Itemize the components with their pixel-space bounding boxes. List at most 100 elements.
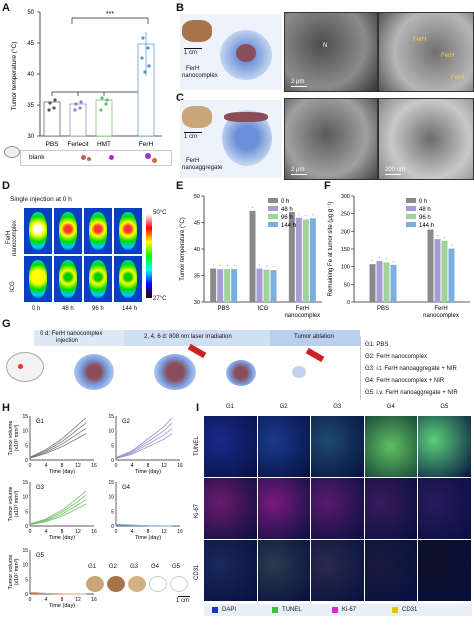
- ytick-label: 100: [341, 265, 350, 271]
- bar: [448, 248, 455, 302]
- tumor-photo: [128, 576, 146, 592]
- ytick-label: 0: [25, 592, 28, 598]
- panel-a-ylabel: Tumor temperature (°C): [10, 42, 18, 111]
- y-axis-label: Tumor volume: [8, 555, 14, 590]
- legend-swatch: [272, 607, 278, 613]
- ytick-label: 150: [341, 247, 350, 253]
- xtick-label: 0: [29, 463, 32, 469]
- panel-letter-h: H: [2, 402, 10, 414]
- stain-image: [418, 416, 471, 477]
- panel-letter-i: I: [196, 402, 200, 414]
- xtick-label: 0: [115, 463, 118, 469]
- tumor-growth-line: [29, 499, 87, 525]
- ytick-label: 10: [22, 429, 28, 435]
- panel-g-group-box: G1: PBS G2: FerH nanocomplex G3: i.t. Fe…: [360, 336, 473, 400]
- panel-g-step1b: injection: [56, 338, 79, 344]
- xtick-label: 12: [161, 463, 167, 469]
- x-category-label: PBS: [218, 306, 230, 312]
- panel-i-row: CD31: [194, 564, 200, 580]
- xtick-label: 8: [147, 529, 150, 535]
- bar: [441, 240, 448, 302]
- x-axis-label: Time (day): [49, 603, 75, 609]
- panel-a-signif: ***: [106, 11, 114, 18]
- tumor-growth-line: [29, 494, 87, 525]
- group-label: G1: [36, 419, 45, 425]
- bar: [434, 239, 441, 302]
- panel-b-em-label-ferh1: FerH: [413, 37, 427, 43]
- panel-b-em-label-ferh2: FerH: [441, 53, 455, 59]
- stain-image: [311, 540, 364, 601]
- xtick-label: 16: [91, 529, 97, 535]
- panel-c-label2: nanoaggregate: [182, 165, 223, 171]
- x-axis-label: Time (day): [135, 535, 161, 541]
- bar: [383, 262, 390, 302]
- legend-label: 96 h: [419, 215, 431, 221]
- panel-h-scale: 1 cm: [176, 598, 190, 604]
- ytick-label: 10: [108, 429, 114, 435]
- panel-g-group2: G2: FerH nanocomplex: [365, 354, 428, 360]
- panel-b-scale: 1 cm: [184, 50, 198, 56]
- panel-g-step2: 2, 4, 6 d: 808 nm laser irradiation: [144, 334, 232, 340]
- tumor-photo-label: G2: [109, 564, 118, 570]
- x-category-label: FerH: [296, 306, 309, 312]
- panel-a-ytick: 45: [27, 41, 34, 47]
- bar: [295, 217, 302, 302]
- tumor-growth-line: [29, 490, 87, 525]
- tumor-photo: [149, 576, 167, 592]
- xtick-label: 12: [161, 529, 167, 535]
- thermal-image: [84, 208, 112, 254]
- legend-label: CD31: [402, 607, 418, 613]
- panel-c-em-scale2: 200 nm: [385, 167, 406, 173]
- panel-g-step1a: 0 d: FerH nanocomplex: [40, 331, 103, 337]
- bar: [224, 269, 231, 302]
- ytick-label: 5: [111, 509, 114, 515]
- group-label: G4: [122, 485, 131, 491]
- bar: [217, 269, 224, 302]
- legend-swatch: [406, 222, 416, 227]
- xtick-label: 16: [177, 529, 183, 535]
- bar: [369, 264, 376, 302]
- legend-swatch: [406, 206, 416, 211]
- panel-d-cmin: 27°C: [153, 296, 167, 302]
- panel-d-thermal: Single injection at 0 h FerH nanocomplex…: [2, 196, 172, 318]
- bar: [270, 270, 277, 302]
- tumor-growth-line: [29, 427, 87, 459]
- legend-swatch: [392, 607, 398, 613]
- stain-image: [204, 540, 257, 601]
- panel-c-schematic: 1 cm FerH nanoaggregate: [180, 100, 282, 178]
- thermal-image: [54, 256, 82, 302]
- ytick-label: 0: [25, 458, 28, 464]
- panel-b-schematic: 1 cm FerH nanocomplex: [180, 14, 282, 90]
- xtick-label: 12: [75, 463, 81, 469]
- panel-a-yticks: 30 35 40 45 50: [27, 10, 40, 140]
- y-axis-label: Tumor volume: [8, 487, 14, 522]
- xtick-label: 8: [61, 529, 64, 535]
- ytick-label: 0: [111, 458, 114, 464]
- bar: [263, 269, 270, 302]
- stain-image: [364, 416, 418, 477]
- panel-letter-c: C: [176, 92, 184, 104]
- xtick-label: 16: [91, 597, 97, 603]
- x-axis-label: Time (day): [135, 469, 161, 475]
- panel-i-row: Ki-67: [194, 503, 200, 518]
- panel-c-label1: FerH: [186, 158, 200, 164]
- ytick-label: 15: [22, 480, 28, 486]
- panel-b-label2: nanocomplex: [182, 73, 218, 79]
- thermal-image: [24, 208, 52, 254]
- ytick-label: 10: [108, 495, 114, 501]
- panel-c-scale: 1 cm: [184, 134, 198, 140]
- panel-letter-a: A: [2, 2, 10, 14]
- stain-image: [311, 416, 364, 477]
- panel-g-group5: G5: i.v. FerH nanoaggregate + NIR: [365, 390, 458, 396]
- ytick-label: 10: [22, 495, 28, 501]
- panel-g-step3: Tumor ablation: [294, 334, 334, 340]
- tumor-photo: [107, 576, 125, 592]
- legend-label: TUNEL: [282, 607, 302, 613]
- tumor-photo-label: G4: [151, 564, 160, 570]
- ytick-label: 40: [194, 247, 200, 253]
- tumor-growth-line: [115, 422, 173, 459]
- legend-swatch: [406, 214, 416, 219]
- panel-d-row1b: nanocomplex: [12, 220, 18, 256]
- panel-letter-e: E: [176, 180, 184, 192]
- panel-g-schematic: 0 d: FerH nanocomplex injection 2, 4, 6 …: [4, 330, 472, 400]
